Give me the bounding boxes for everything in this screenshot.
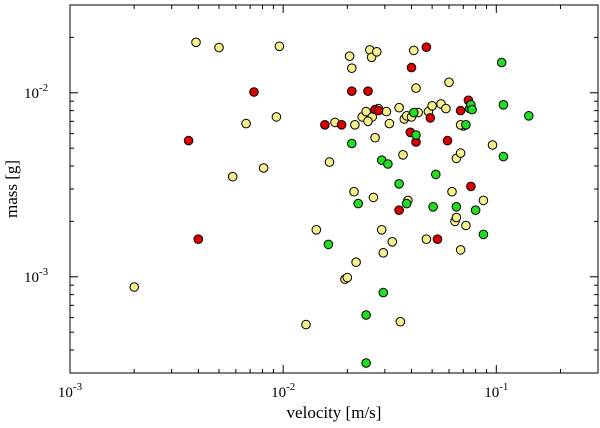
data-point-yellow xyxy=(361,106,371,117)
data-point-red xyxy=(455,105,466,116)
data-point-yellow xyxy=(376,225,387,235)
data-point-yellow xyxy=(447,186,457,197)
data-point-yellow xyxy=(370,132,380,143)
x-tick-label: 10-2 xyxy=(271,381,295,401)
data-point-green xyxy=(353,198,364,209)
data-point-green xyxy=(347,138,357,149)
data-point-green xyxy=(498,151,509,162)
data-point-green xyxy=(470,205,481,215)
data-point-yellow xyxy=(455,245,466,255)
data-point-yellow xyxy=(301,319,311,330)
data-point-red xyxy=(394,205,404,215)
data-point-yellow xyxy=(478,195,489,206)
x-tick-label: 10-1 xyxy=(484,381,508,401)
data-point-green xyxy=(361,358,371,368)
data-point-green xyxy=(498,100,509,110)
data-point-green xyxy=(431,169,441,180)
data-point-red xyxy=(421,42,432,53)
data-point-yellow xyxy=(241,118,251,129)
data-point-green xyxy=(451,202,462,212)
data-point-green xyxy=(401,198,412,209)
data-point-yellow xyxy=(271,112,282,122)
data-point-red xyxy=(320,120,330,130)
data-point-yellow xyxy=(461,220,471,231)
data-point-green xyxy=(394,179,404,189)
data-point-red xyxy=(406,62,417,73)
data-point-yellow xyxy=(129,282,139,292)
data-point-yellow xyxy=(395,316,406,327)
data-point-yellow xyxy=(487,140,498,150)
axis-ticks xyxy=(69,4,599,374)
data-point-yellow xyxy=(363,116,373,127)
data-point-green xyxy=(323,239,334,250)
data-point-yellow xyxy=(258,163,269,173)
plot-frame xyxy=(69,4,599,374)
data-point-green xyxy=(496,57,507,68)
data-point-yellow xyxy=(368,192,379,203)
data-point-red xyxy=(442,135,453,146)
data-point-green xyxy=(409,107,419,118)
data-point-red xyxy=(336,120,347,130)
x-axis-label: velocity [m/s] xyxy=(287,403,382,422)
data-point-yellow xyxy=(344,51,355,62)
data-point-red xyxy=(466,181,476,192)
data-point-yellow xyxy=(411,83,421,93)
data-point-yellow xyxy=(274,41,285,52)
data-point-red xyxy=(373,105,384,116)
data-point-red xyxy=(347,86,357,96)
data-point-red xyxy=(432,234,443,244)
data-point-red xyxy=(363,86,373,96)
data-point-yellow xyxy=(191,37,201,48)
data-point-yellow xyxy=(347,63,357,73)
data-point-red xyxy=(183,135,194,146)
y-tick-label: 10-2 xyxy=(24,82,48,102)
data-point-yellow xyxy=(350,120,360,130)
x-tick-label: 10-3 xyxy=(58,381,83,401)
data-points xyxy=(129,37,534,368)
data-point-yellow xyxy=(444,77,454,88)
data-point-green xyxy=(467,104,477,115)
data-point-yellow xyxy=(227,171,238,182)
data-point-yellow xyxy=(342,272,353,283)
data-point-green xyxy=(478,229,489,240)
data-point-yellow xyxy=(421,234,432,244)
data-point-yellow xyxy=(455,148,466,158)
data-point-yellow xyxy=(394,102,404,113)
data-point-green xyxy=(361,310,371,320)
data-point-yellow xyxy=(451,212,462,223)
data-point-green xyxy=(524,111,534,121)
data-point-green xyxy=(378,287,389,298)
data-point-red xyxy=(425,113,436,123)
data-point-green xyxy=(383,159,393,169)
data-point-yellow xyxy=(378,248,389,258)
data-point-yellow xyxy=(214,42,224,53)
data-point-yellow xyxy=(409,45,419,56)
data-point-yellow xyxy=(427,101,437,111)
data-point-red xyxy=(193,234,204,244)
data-point-red xyxy=(249,87,259,97)
data-point-yellow xyxy=(349,186,359,197)
data-point-green xyxy=(461,120,471,130)
data-point-yellow xyxy=(398,150,408,160)
axis-tick-labels: 10-3 10-2 10-1 10-3 10-2 xyxy=(24,82,508,401)
data-point-yellow xyxy=(324,157,335,167)
data-point-yellow xyxy=(384,118,395,129)
y-axis-label: mass [g] xyxy=(2,160,21,218)
data-point-green xyxy=(428,202,438,212)
data-point-yellow xyxy=(351,257,361,268)
data-point-yellow xyxy=(441,103,451,114)
y-tick-label: 10-3 xyxy=(24,266,49,286)
data-point-yellow xyxy=(311,225,322,235)
data-point-yellow xyxy=(387,237,398,247)
data-point-yellow xyxy=(372,47,382,57)
data-point-green xyxy=(411,130,421,140)
data-point-yellow xyxy=(381,106,392,117)
